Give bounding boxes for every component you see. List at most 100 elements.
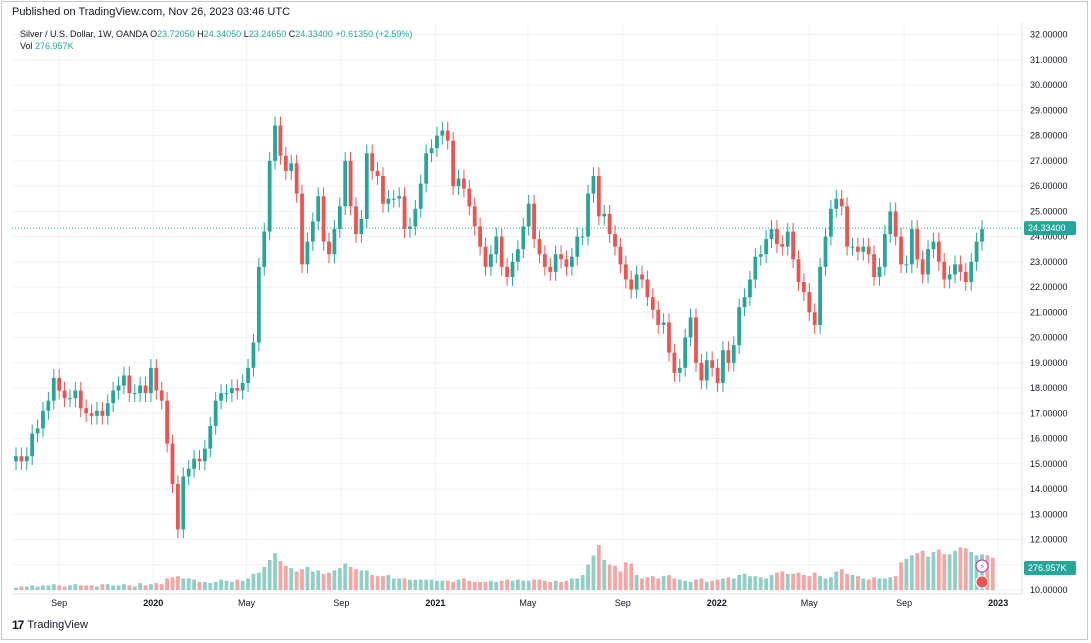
candle-body: [791, 231, 796, 260]
volume-bar: [845, 573, 849, 590]
candle-body: [672, 352, 677, 373]
candle-body: [57, 377, 62, 391]
candle-body: [143, 385, 148, 394]
candle-body: [386, 198, 391, 204]
candle-body: [246, 367, 250, 383]
candle-body: [300, 193, 304, 265]
lightning-event-icon: [975, 559, 989, 573]
volume-bar: [154, 583, 159, 590]
volume-bar: [985, 555, 990, 590]
candle-body: [704, 360, 709, 381]
candle-body: [532, 203, 536, 240]
volume-bar: [24, 586, 29, 590]
x-tick-label: 2021: [425, 598, 445, 608]
volume-bar: [456, 579, 461, 590]
candle-body: [68, 398, 72, 400]
candle-body: [634, 274, 639, 290]
chart-area[interactable]: 32.00000 31.00000 30.00000 29.00000 28.00000…: [12, 22, 1082, 612]
volume-bar: [348, 566, 353, 590]
candle-body: [580, 236, 585, 238]
legend-change: +0.61350 (+2.59%): [335, 29, 413, 39]
volume-bar: [780, 571, 785, 590]
volume-bar: [974, 555, 979, 590]
volume-bar: [893, 576, 898, 590]
x-tick-label: May: [519, 598, 537, 608]
candle-body: [699, 362, 704, 381]
candle-body: [402, 196, 407, 230]
volume-bar: [122, 584, 126, 590]
volume-bar: [683, 580, 688, 590]
candle-body: [661, 322, 666, 325]
candle-body: [893, 211, 898, 237]
volume-bar: [100, 584, 105, 590]
volume-bar: [273, 553, 277, 590]
volume-bar: [278, 561, 283, 590]
candle-body: [213, 400, 218, 426]
candle-body: [731, 345, 736, 363]
candle-body: [839, 198, 844, 207]
volume-bar: [542, 580, 547, 590]
candle-body: [548, 266, 553, 272]
volume-bar: [904, 558, 909, 590]
volume-bar: [888, 577, 893, 590]
candle-body: [505, 266, 509, 277]
candle-body: [316, 196, 321, 222]
volume-bar: [629, 563, 634, 590]
candle-body: [969, 261, 974, 283]
legend-volume-row: Vol 276.957K: [20, 40, 412, 52]
volume-bar: [839, 569, 844, 590]
volume-bar: [947, 554, 952, 590]
lightning-glyph-icon: ⚡: [980, 562, 986, 571]
volume-bar: [613, 565, 617, 590]
volume-bar: [267, 560, 272, 590]
volume-bar: [327, 572, 331, 590]
volume-bar: [926, 556, 930, 590]
candle-body: [132, 393, 137, 395]
candle-body: [769, 229, 774, 240]
candle-body: [462, 178, 466, 189]
candle-body: [30, 433, 35, 457]
legend-high: 24.34050: [203, 29, 242, 39]
candle-body: [165, 400, 169, 444]
candle-body: [408, 226, 412, 230]
volume-bar: [667, 575, 671, 590]
candle-body: [35, 428, 40, 434]
candle-body: [224, 393, 229, 395]
volume-bar: [402, 578, 407, 590]
candle-body: [483, 246, 488, 267]
volume-bar: [413, 579, 418, 590]
volume-bar: [95, 586, 99, 590]
volume-bar: [548, 581, 553, 590]
volume-bar: [834, 571, 839, 590]
candle-body: [753, 256, 758, 280]
candle-body: [208, 425, 213, 449]
volume-bar: [386, 575, 391, 590]
volume-bar: [46, 585, 51, 590]
y-tick-label: 16.00000: [1030, 434, 1068, 444]
y-tick-label: 25.00000: [1030, 206, 1068, 216]
candle-body: [650, 297, 655, 310]
legend-open: 23.72050: [157, 29, 195, 39]
candle-body: [936, 241, 941, 262]
volume-bar: [899, 562, 903, 590]
candle-body: [84, 408, 89, 414]
price-chart[interactable]: 32.00000 31.00000 30.00000 29.00000 28.00000…: [12, 22, 1082, 612]
x-tick-label: Sep: [615, 598, 631, 608]
candle-body: [62, 390, 67, 399]
candle-body: [499, 236, 504, 267]
volume-bar: [138, 583, 143, 590]
candle-body: [764, 239, 769, 255]
candle-body: [283, 155, 288, 171]
volume-bar: [489, 580, 493, 590]
candle-body: [359, 218, 364, 235]
candle-body: [310, 221, 315, 242]
volume-bar: [742, 573, 747, 590]
y-tick-label: 26.00000: [1030, 181, 1068, 191]
volume-bar: [300, 569, 304, 590]
volume-bar: [262, 566, 267, 590]
candle-body: [197, 458, 202, 462]
candle-body: [116, 385, 121, 391]
volume-bar: [424, 579, 429, 590]
volume-bar: [575, 578, 580, 590]
candle-body: [596, 175, 601, 217]
